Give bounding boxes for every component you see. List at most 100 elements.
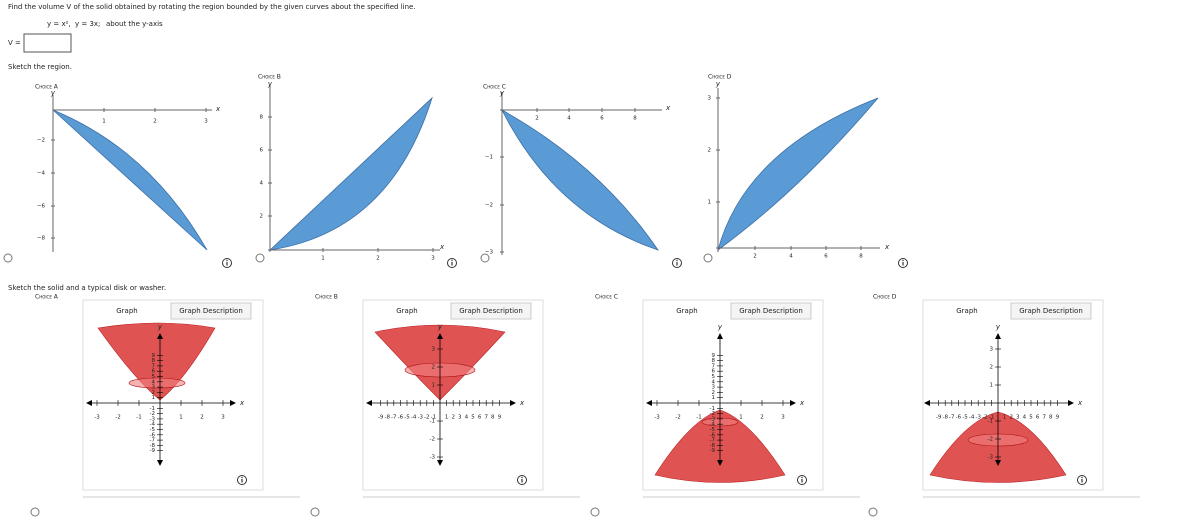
- x-tick-label: -7: [391, 415, 397, 421]
- radio-button[interactable]: [703, 253, 713, 263]
- question: Find the volume V of the solid obtained …: [8, 3, 416, 11]
- x-tick-label: 2: [376, 256, 380, 262]
- y-tick-label: −1: [485, 155, 493, 161]
- radio-button[interactable]: [30, 507, 40, 517]
- y-tick-label: -7: [150, 438, 156, 444]
- y-tick-label: 5: [712, 374, 716, 380]
- tab[interactable]: Graph: [676, 307, 697, 315]
- info-icon-dot: [451, 259, 453, 262]
- x-tick-label: -8: [384, 415, 390, 421]
- radio-button[interactable]: [590, 507, 600, 517]
- arrow: [510, 400, 516, 406]
- x-tick-label: -4: [411, 415, 417, 421]
- x-tick-label: -5: [962, 415, 968, 421]
- tab[interactable]: Graph Description: [1019, 307, 1083, 315]
- x-tick-label: 8: [633, 116, 637, 122]
- y-tick-label: -3: [988, 455, 994, 461]
- arrow: [437, 333, 443, 339]
- y-axis-label: y: [267, 80, 273, 88]
- y-tick-label: -4: [150, 422, 156, 428]
- y-tick-label: -8: [150, 443, 156, 449]
- y-tick-label: 8: [712, 358, 716, 364]
- x-tick-label: 5: [1029, 415, 1033, 421]
- x-tick-label: -9: [378, 415, 384, 421]
- arrow: [924, 400, 930, 406]
- radio-button[interactable]: [310, 507, 320, 517]
- tab[interactable]: Graph: [396, 307, 417, 315]
- choice-label: Choice D: [873, 294, 897, 301]
- info-icon-dot: [226, 259, 228, 262]
- x-tick-label: -8: [942, 415, 948, 421]
- answer-input[interactable]: [23, 33, 72, 53]
- answer-label: V =: [8, 39, 21, 47]
- x-axis-label: x: [884, 243, 890, 251]
- y-tick-label: -9: [150, 448, 156, 454]
- tab[interactable]: Graph Description: [179, 307, 243, 315]
- y-tick-label: −3: [485, 250, 494, 256]
- y-tick-label: 4: [712, 379, 716, 385]
- x-tick-label: 6: [824, 254, 828, 260]
- choice-label: Choice A: [35, 84, 59, 91]
- y-tick-label: 9: [152, 353, 156, 359]
- y-tick-label: 7: [152, 363, 156, 369]
- x-axis-label: x: [1077, 399, 1083, 407]
- y-tick-label: −4: [37, 171, 46, 177]
- tab-active[interactable]: [1010, 302, 1092, 320]
- choice-label: Choice B: [315, 294, 338, 301]
- tab[interactable]: Graph Description: [739, 307, 803, 315]
- info-icon-dot: [676, 259, 678, 262]
- x-tick-label: 8: [859, 254, 863, 260]
- x-tick-label: 2: [1009, 415, 1013, 421]
- x-tick-label: -1: [136, 415, 141, 421]
- info-icon-dot: [241, 476, 243, 479]
- tab[interactable]: Graph: [116, 307, 137, 315]
- y-tick-label: 3: [432, 347, 436, 353]
- x-tick-label: 9: [498, 415, 502, 421]
- region-shape: [717, 97, 879, 251]
- y-tick-label: 3: [712, 385, 716, 391]
- tab-active[interactable]: [170, 302, 252, 320]
- y-tick-label: -2: [988, 437, 993, 443]
- x-tick-label: -1: [431, 415, 436, 421]
- x-tick-label: 3: [1016, 415, 1020, 421]
- region-shape: [268, 96, 433, 251]
- y-tick-label: -3: [710, 416, 716, 422]
- x-tick-label: 6: [478, 415, 482, 421]
- arrow: [995, 460, 1001, 466]
- solid-heading: Sketch the solid and a typical disk or w…: [8, 284, 166, 292]
- tab[interactable]: Graph: [956, 307, 977, 315]
- y-tick-label: 6: [152, 369, 156, 375]
- radio-button[interactable]: [868, 507, 878, 517]
- tab-active[interactable]: [730, 302, 812, 320]
- radio-button[interactable]: [480, 253, 490, 263]
- x-tick-label: 2: [535, 116, 539, 122]
- x-tick-label: 3: [781, 415, 785, 421]
- y-tick-label: 2: [152, 390, 156, 396]
- y-axis-label: y: [50, 89, 56, 97]
- region-shape: [501, 109, 660, 251]
- y-tick-label: -8: [710, 443, 716, 449]
- y-tick-label: -1: [988, 419, 993, 425]
- x-tick-label: 3: [221, 415, 225, 421]
- y-tick-label: 6: [712, 369, 716, 375]
- info-icon-dot: [521, 476, 523, 479]
- arrow: [790, 400, 796, 406]
- tab-active[interactable]: [450, 302, 532, 320]
- x-tick-label: 2: [753, 254, 757, 260]
- y-tick-label: -3: [430, 455, 436, 461]
- y-tick-label: 2: [990, 365, 994, 371]
- y-tick-label: −8: [37, 236, 46, 242]
- radio-button[interactable]: [3, 253, 13, 263]
- x-tick-label: -2: [115, 415, 120, 421]
- tab[interactable]: Graph Description: [459, 307, 523, 315]
- y-tick-label: -1: [430, 419, 435, 425]
- y-axis-label: y: [437, 323, 443, 331]
- y-axis-label: y: [499, 89, 505, 97]
- x-tick-label: 2: [451, 415, 455, 421]
- x-tick-label: 5: [471, 415, 475, 421]
- radio-button[interactable]: [255, 253, 265, 263]
- x-tick-label: 8: [1049, 415, 1053, 421]
- x-tick-label: 2: [200, 415, 204, 421]
- x-tick-label: -2: [982, 415, 987, 421]
